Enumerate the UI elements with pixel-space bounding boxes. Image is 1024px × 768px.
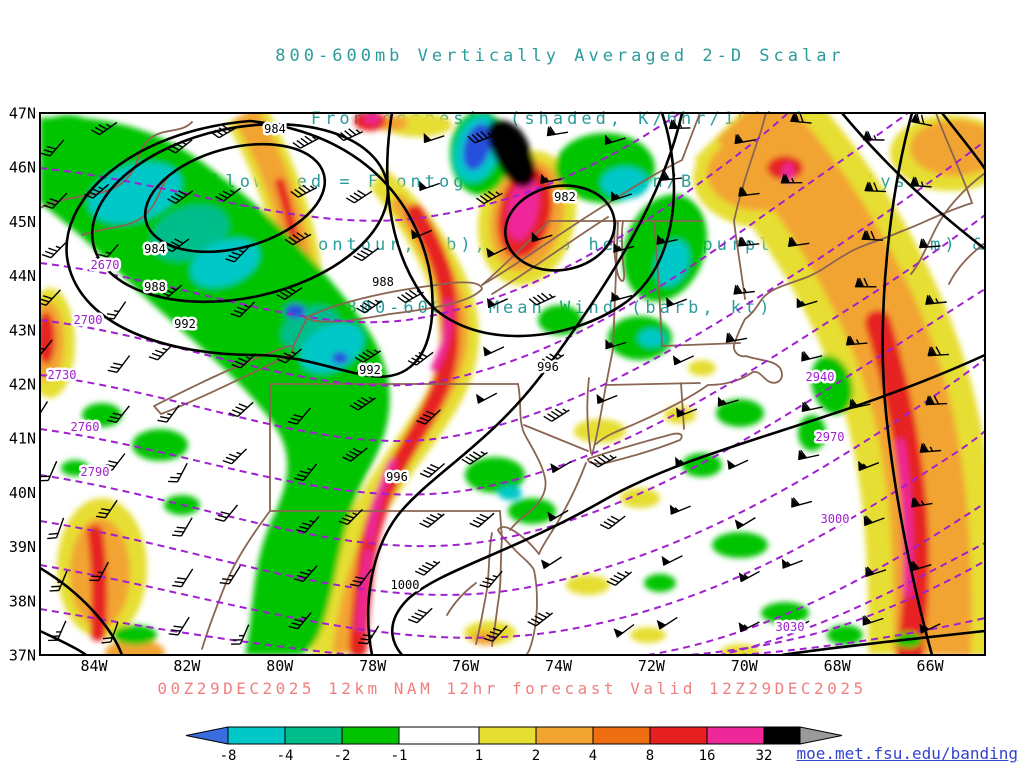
colorbar-tick-label: -8 xyxy=(220,748,237,764)
colorbar-tick-label: 2 xyxy=(532,748,540,764)
height-contour-label: 2670 xyxy=(91,258,120,272)
lon-label: 66W xyxy=(917,657,945,675)
state-borders xyxy=(40,113,985,655)
mslp-contour-label: 996 xyxy=(537,360,559,374)
lon-label: 76W xyxy=(452,657,480,675)
colorbar-segment xyxy=(535,726,594,745)
colorbar-tick-label: 16 xyxy=(699,748,716,764)
mslp-contour-label: 988 xyxy=(144,280,166,294)
colorbar: -8 -4 -2 -1 1 2 4 8 16 32 xyxy=(185,726,843,764)
map-plot: 984 984 988 992 988 982 992 996 996 1000 2670 2700 2… xyxy=(9,105,986,676)
colorbar-tick-label: -4 xyxy=(277,748,294,764)
colorbar-segment xyxy=(706,726,765,745)
colorbar-segment xyxy=(478,726,537,745)
lat-label: 41N xyxy=(9,430,36,448)
lon-label: 78W xyxy=(359,657,387,675)
colorbar-tick-label: 1 xyxy=(475,748,483,764)
lon-label: 74W xyxy=(545,657,573,675)
colorbar-tick-label: -1 xyxy=(391,748,408,764)
lon-label: 82W xyxy=(173,657,201,675)
colorbar-tick-label: -2 xyxy=(334,748,351,764)
mslp-contour-label: 1000 xyxy=(391,578,420,592)
frontogenesis-shading xyxy=(40,113,985,655)
height-contour-label: 2790 xyxy=(81,465,110,479)
colorbar-segment xyxy=(341,726,400,745)
forecast-caption: 00Z29DEC2025 12km NAM 12hr forecast Vali… xyxy=(157,679,867,698)
colorbar-segment xyxy=(398,726,480,745)
colorbar-segment xyxy=(284,726,343,745)
lon-label: 72W xyxy=(638,657,666,675)
height-contour-label: 3000 xyxy=(821,512,850,526)
height-contour-label: 2940 xyxy=(806,370,835,384)
mslp-contour-label: 988 xyxy=(372,275,394,289)
mslp-contour-label: 996 xyxy=(386,470,408,484)
colorbar-underflow-arrow xyxy=(185,726,229,745)
mslp-contour-label: 984 xyxy=(144,242,166,256)
wind-barbs xyxy=(40,113,950,645)
site-link[interactable]: moe.met.fsu.edu/banding xyxy=(796,744,1018,763)
lon-label: 84W xyxy=(80,657,108,675)
colorbar-segment xyxy=(649,726,708,745)
mslp-contours xyxy=(40,113,985,655)
height-contour-label: 2730 xyxy=(48,368,77,382)
colorbar-tick-label: 32 xyxy=(756,748,773,764)
title-line-1: 800-600mb Vertically Averaged 2-D Scalar xyxy=(275,46,845,66)
colorbar-overflow-arrow xyxy=(799,726,843,745)
lon-label: 68W xyxy=(824,657,852,675)
lat-label: 44N xyxy=(9,267,36,285)
lat-label: 42N xyxy=(9,376,36,394)
lon-label: 80W xyxy=(266,657,294,675)
lat-label: 40N xyxy=(9,484,36,502)
map-frame xyxy=(39,112,986,656)
mslp-contour-label: 992 xyxy=(359,363,381,377)
mslp-contour-label: 992 xyxy=(174,317,196,331)
lon-label: 70W xyxy=(731,657,759,675)
height-contour-label: 2970 xyxy=(816,430,845,444)
colorbar-tick-label: 8 xyxy=(646,748,654,764)
height-contour-label: 2760 xyxy=(71,420,100,434)
lat-label: 45N xyxy=(9,213,36,231)
mslp-contour-label: 984 xyxy=(264,122,286,136)
lat-label: 37N xyxy=(9,647,36,665)
lat-label: 43N xyxy=(9,321,36,339)
colorbar-segment xyxy=(592,726,651,745)
height-contour-label: 3030 xyxy=(776,620,805,634)
lat-label: 46N xyxy=(9,159,36,177)
lat-label: 47N xyxy=(9,105,36,123)
colorbar-tick-label: 4 xyxy=(589,748,597,764)
lat-label: 39N xyxy=(9,538,36,556)
mslp-contour-label: 982 xyxy=(554,190,576,204)
axis-labels: 47N 46N 45N 44N 43N 42N 41N 40N 39N 38N 37N 84W 82W 8… xyxy=(9,105,945,676)
lat-label: 38N xyxy=(9,592,36,610)
colorbar-segment xyxy=(763,726,801,745)
height-contour-label: 2700 xyxy=(74,313,103,327)
colorbar-segment xyxy=(227,726,286,745)
map-inner: 984 984 988 992 988 982 992 996 996 1000 2670 2700 2… xyxy=(39,112,986,656)
contour-labels: 984 984 988 992 988 982 992 996 996 1000 2670 2700 2… xyxy=(45,120,852,637)
